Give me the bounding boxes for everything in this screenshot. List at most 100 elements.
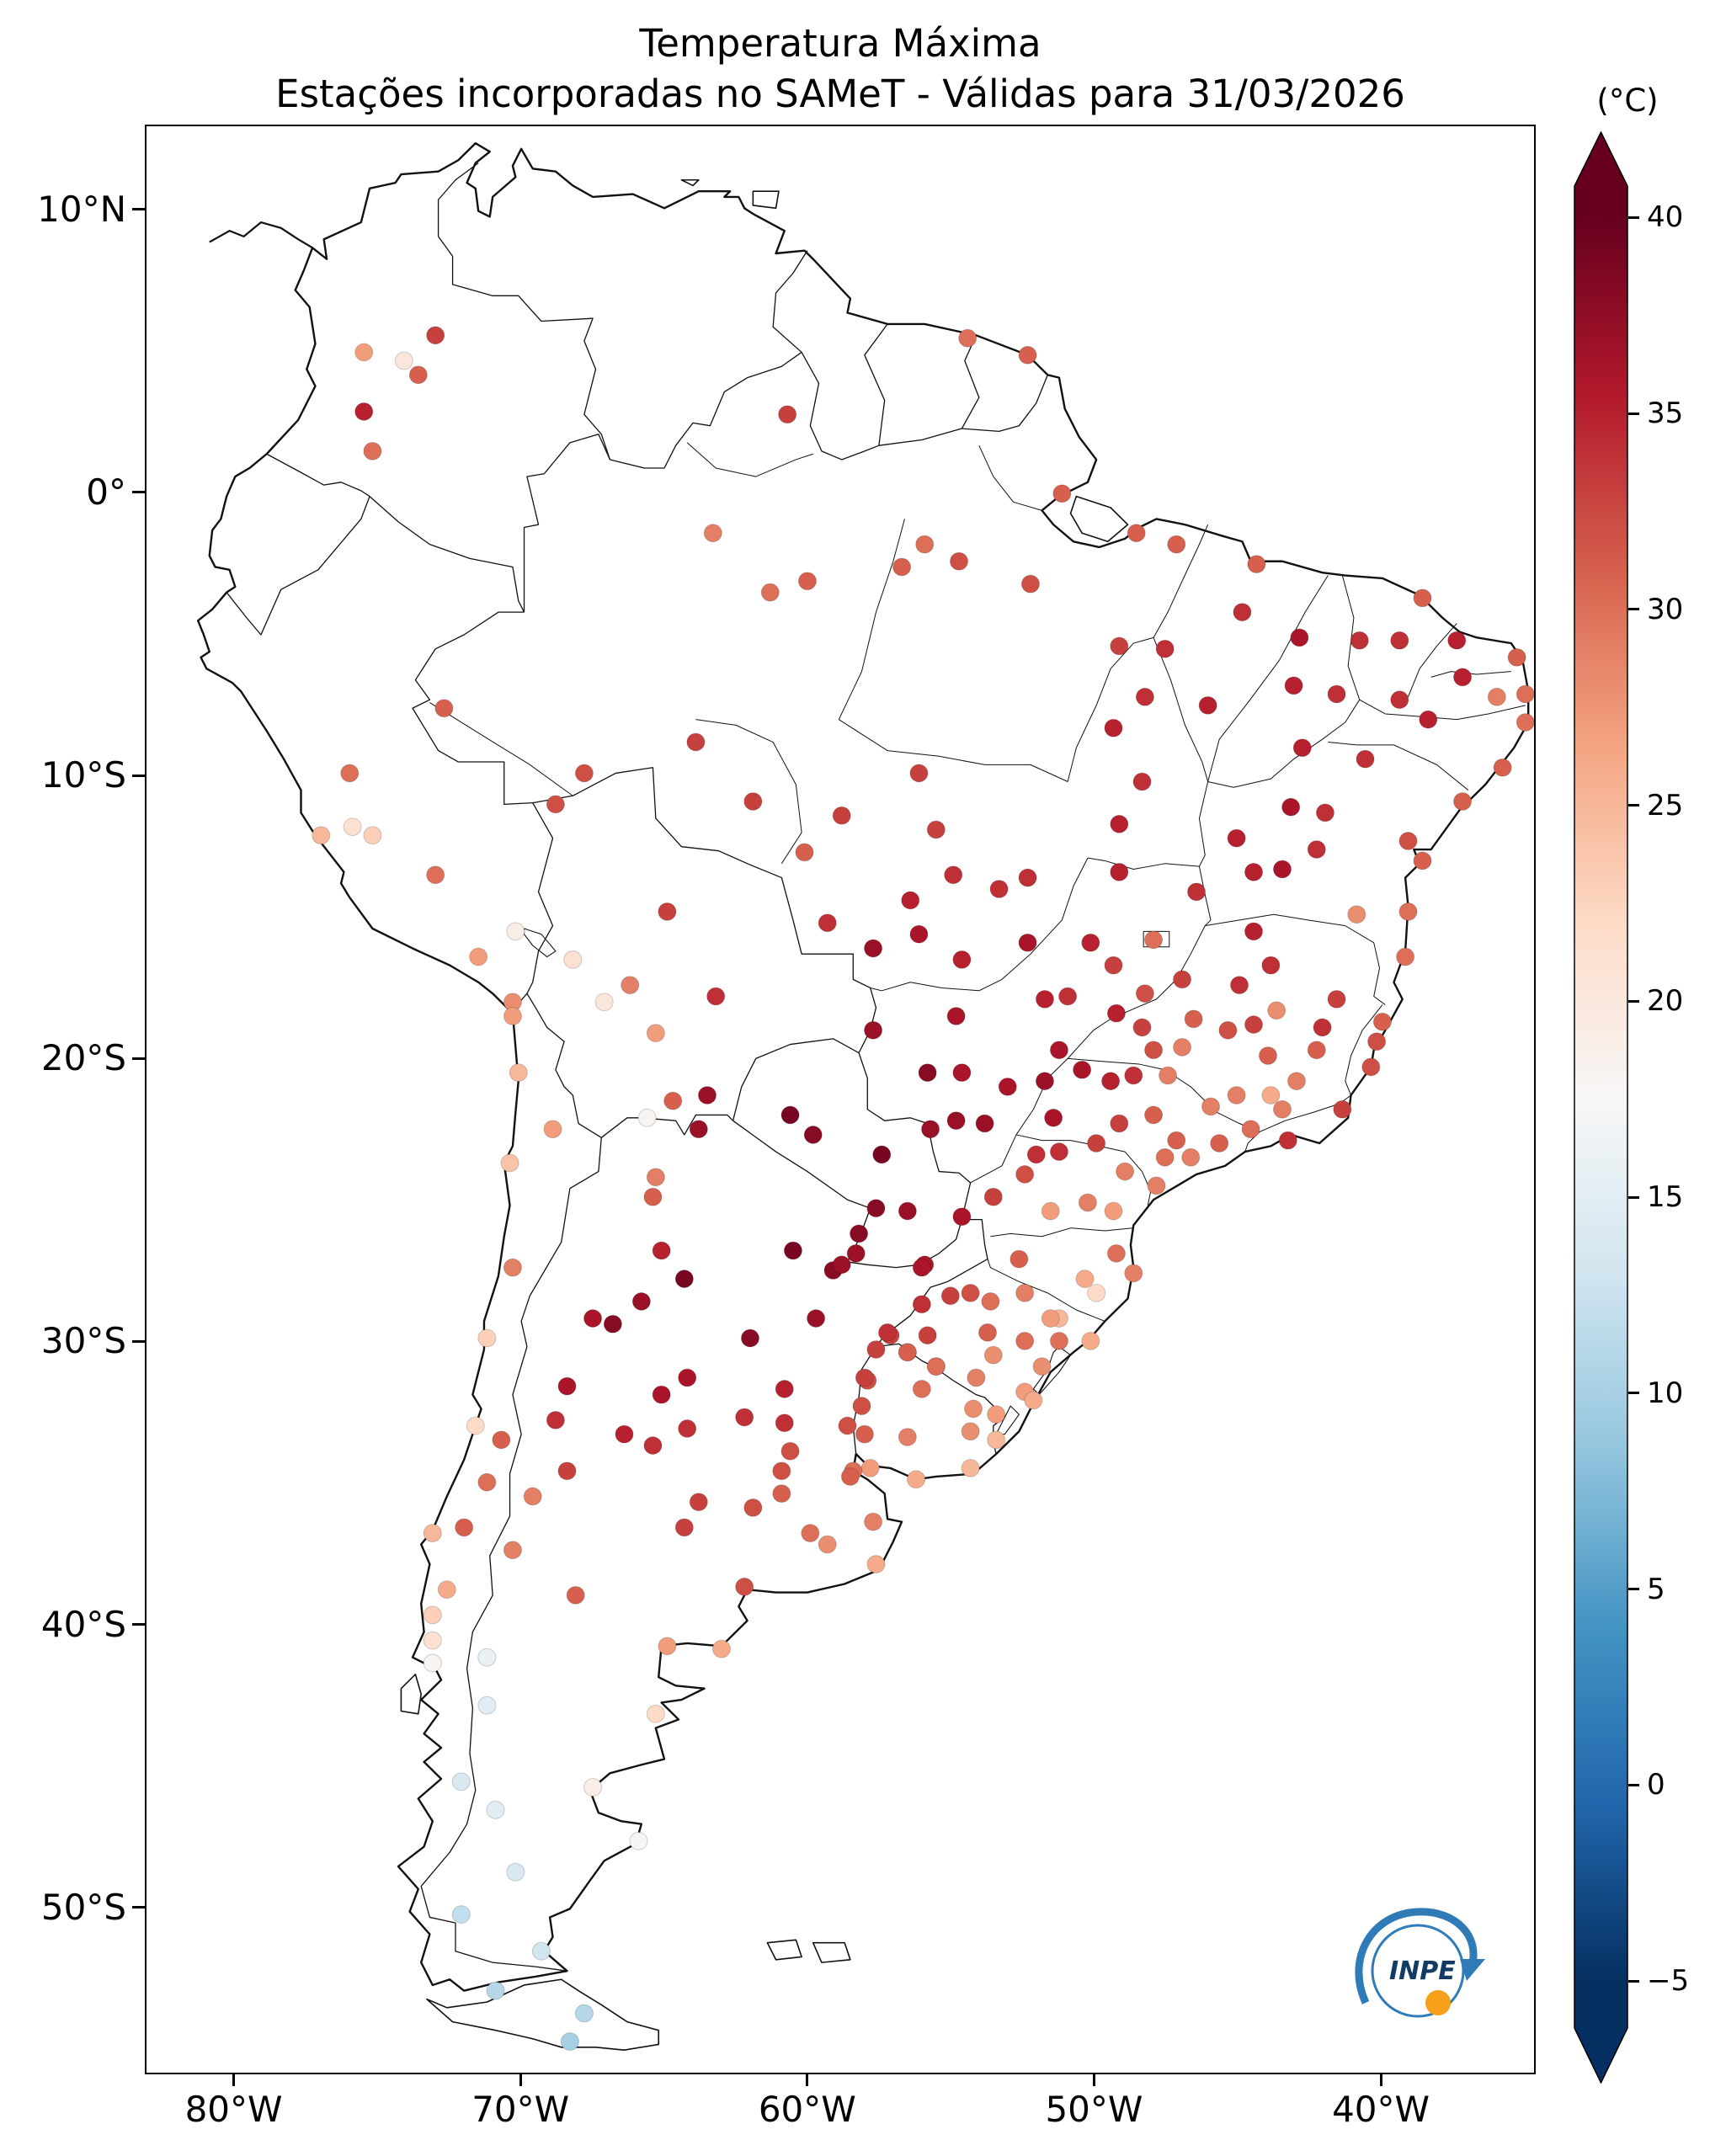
y-tick-mark <box>132 1623 145 1626</box>
country-border <box>533 768 876 1053</box>
x-tick-mark <box>1092 2074 1095 2086</box>
station-point <box>1133 773 1151 791</box>
country-border <box>773 251 807 353</box>
station-point <box>1027 1146 1045 1163</box>
chart-title-line2: Estações incorporadas no SAMeT - Válidas… <box>275 72 1405 116</box>
station-point <box>959 329 977 347</box>
y-tick-label: 20°S <box>40 1037 126 1079</box>
inpe-logo-text: INPE <box>1389 1956 1456 1986</box>
station-point <box>873 1146 891 1163</box>
station-point <box>1201 1098 1219 1115</box>
y-tick-mark <box>132 1906 145 1909</box>
island-outline <box>1071 497 1128 542</box>
brazil-state-border <box>1208 700 1360 787</box>
station-point <box>807 1310 825 1328</box>
country-border <box>370 497 524 613</box>
station-point <box>509 1064 527 1082</box>
station-point <box>1050 1143 1068 1161</box>
station-point <box>1414 589 1431 607</box>
colorbar-tick-label: −5 <box>1647 1964 1690 1999</box>
brazil-state-border <box>1143 931 1169 946</box>
colorbar <box>1574 131 1628 2084</box>
station-point <box>941 1287 959 1305</box>
station-point <box>1145 931 1163 949</box>
station-point <box>621 977 639 994</box>
station-point <box>1016 1166 1034 1184</box>
station-point <box>1279 1131 1297 1149</box>
brazil-state-border <box>1088 858 1200 869</box>
station-point <box>604 1315 621 1333</box>
station-point <box>867 1341 885 1359</box>
y-tick-mark <box>132 1057 145 1060</box>
station-point <box>653 1242 670 1259</box>
station-point <box>741 1329 759 1347</box>
station-point <box>984 1188 1002 1206</box>
station-point <box>902 892 919 909</box>
station-point <box>953 1064 971 1082</box>
station-point <box>1244 1016 1262 1034</box>
brazil-state-border <box>1199 866 1211 925</box>
station-point <box>1076 1270 1094 1288</box>
panama-coastline <box>210 222 312 248</box>
inpe-logo: INPE <box>1355 1908 1485 2018</box>
station-point <box>867 1556 885 1573</box>
station-point <box>1397 948 1414 966</box>
brazil-state-border <box>1205 914 1385 1004</box>
brazil-state-border <box>687 443 813 476</box>
station-point <box>802 1525 819 1542</box>
station-point <box>1348 906 1366 924</box>
station-point <box>647 1025 664 1042</box>
station-point <box>893 558 911 576</box>
x-tick-mark <box>519 2074 522 2086</box>
station-point <box>1399 902 1417 920</box>
country-border <box>962 375 1047 431</box>
x-tick-label: 50°W <box>1045 2089 1143 2130</box>
station-point <box>1102 1073 1120 1090</box>
station-point <box>1145 1106 1163 1124</box>
station-point <box>1454 668 1472 686</box>
station-point <box>466 1417 484 1435</box>
brazil-state-border <box>695 720 802 864</box>
colorbar-tick-label: 0 <box>1647 1768 1665 1802</box>
country-border <box>226 497 370 635</box>
station-point <box>773 1485 791 1503</box>
station-point <box>575 2004 593 2022</box>
station-point <box>1159 1067 1177 1084</box>
station-point <box>1059 988 1077 1005</box>
station-point <box>744 793 762 811</box>
brazil-state-border <box>990 1228 1133 1237</box>
station-point <box>781 1106 799 1124</box>
station-point <box>704 524 722 542</box>
station-point <box>1019 869 1036 886</box>
station-point <box>567 1587 584 1605</box>
colorbar-tick-mark <box>1628 1979 1639 1983</box>
station-point <box>595 993 613 1011</box>
station-point <box>452 1906 470 1924</box>
station-point <box>818 1536 836 1553</box>
station-point <box>1025 1392 1042 1409</box>
station-point <box>833 1256 850 1274</box>
station-point <box>1082 934 1100 951</box>
colorbar-tick-mark <box>1628 999 1639 1003</box>
brazil-state-border <box>1068 1058 1260 1131</box>
brazil-state-border <box>988 1259 1105 1322</box>
country-border <box>879 429 962 445</box>
station-point <box>1414 852 1431 870</box>
station-point <box>927 821 945 838</box>
station-point <box>1391 691 1409 709</box>
station-point <box>1019 346 1036 364</box>
colorbar-tick-mark <box>1628 1588 1639 1591</box>
colorbar-tick-mark <box>1628 412 1639 415</box>
station-point <box>1199 696 1217 714</box>
station-point <box>1010 1250 1028 1268</box>
station-point <box>1230 977 1248 994</box>
brazil-state-border <box>1345 1005 1382 1095</box>
colorbar-tick-label: 15 <box>1647 1180 1684 1215</box>
station-point <box>658 902 676 920</box>
station-point <box>1282 798 1300 816</box>
station-point <box>344 818 361 836</box>
station-point <box>1328 990 1345 1008</box>
station-point <box>1334 1100 1351 1118</box>
station-point <box>503 1259 521 1276</box>
lake-outline <box>525 929 556 957</box>
